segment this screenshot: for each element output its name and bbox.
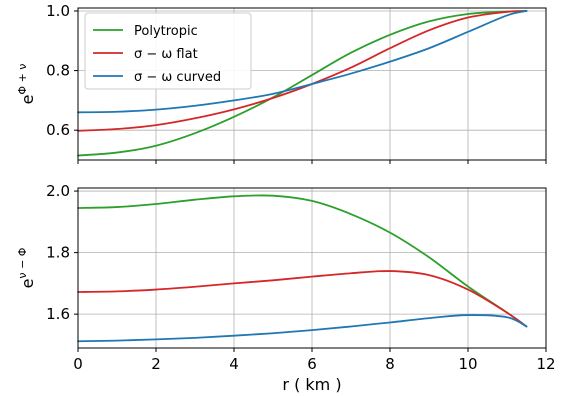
series-line-flat <box>77 270 528 328</box>
y-axis-label-superscript: ν − Φ <box>16 247 29 278</box>
y-axis-label: eΦ + ν <box>16 64 37 105</box>
y-tick-label: 1.8 <box>46 244 70 262</box>
series-line-curved <box>77 10 528 114</box>
y-tick-label: 0.8 <box>46 62 70 80</box>
y-axis-label-superscript: Φ + ν <box>16 64 29 95</box>
y-axis-label: eν − Φ <box>16 247 37 288</box>
series-line-curved <box>77 314 528 343</box>
y-axis-label-base: e <box>18 95 37 105</box>
bottom-panel: 0 2 4 6 8 10 12 1.6 1.8 2.0 eν − Φ r ( km ) <box>16 182 556 394</box>
x-tick-label: 10 <box>458 355 477 373</box>
x-tick-label: 4 <box>229 355 239 373</box>
legend-label: σ − ω curved <box>134 70 221 85</box>
top-panel: 0.6 0.8 1.0 eΦ + ν Polytropic σ − ω flat σ − ω… <box>16 2 547 164</box>
y-tick-label: 1.6 <box>46 305 70 323</box>
y-axis-label-base: e <box>18 279 37 289</box>
legend: Polytropic σ − ω flat σ − ω curved <box>84 12 252 90</box>
x-tick-label: 12 <box>536 355 555 373</box>
legend-box <box>84 12 252 90</box>
y-tick-label: 0.6 <box>46 121 70 139</box>
x-tick-label: 0 <box>73 355 83 373</box>
legend-label: Polytropic <box>134 24 198 39</box>
x-tick-label: 6 <box>307 355 317 373</box>
series-line-polytropic <box>77 194 528 328</box>
x-axis-label: r ( km ) <box>282 375 341 394</box>
y-tick-label: 2.0 <box>46 182 70 200</box>
x-tick-label: 2 <box>151 355 161 373</box>
x-tick-label: 8 <box>385 355 395 373</box>
y-tick-label: 1.0 <box>46 2 70 20</box>
series-line-polytropic <box>77 10 528 157</box>
legend-label: σ − ω flat <box>134 47 198 62</box>
